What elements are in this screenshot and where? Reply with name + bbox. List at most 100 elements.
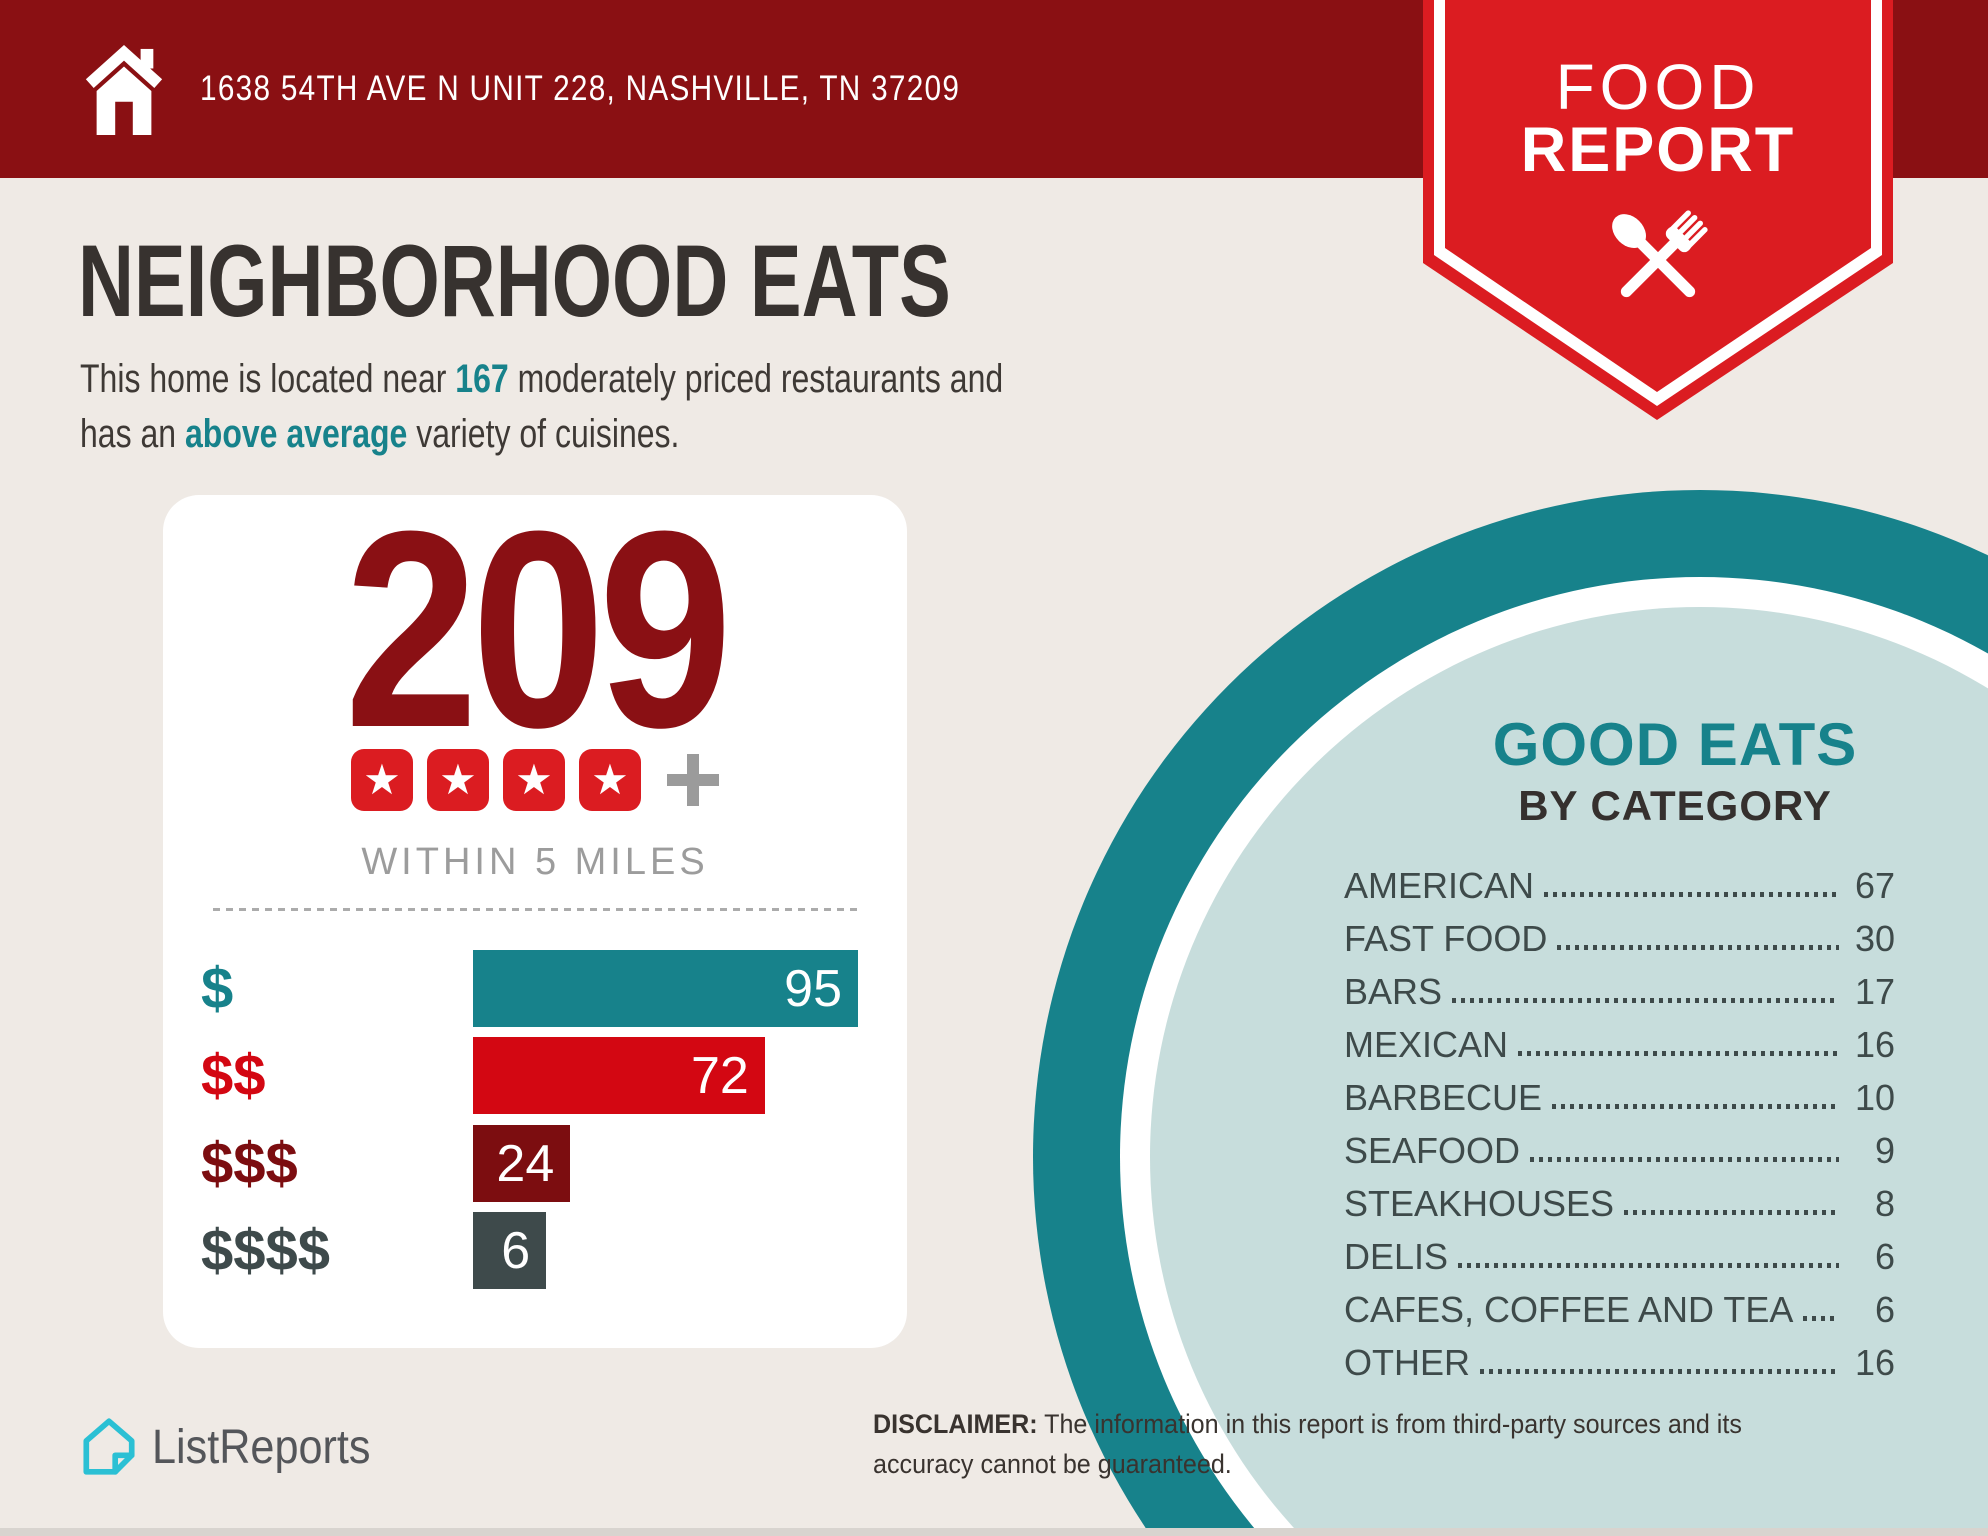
price-bar-row: $$$$ 6 [163, 1212, 907, 1289]
price-bar-row: $$ 72 [163, 1037, 907, 1114]
disclaimer-label: DISCLAIMER: [873, 1409, 1038, 1439]
listreports-brand-name: ListReports [152, 1421, 371, 1474]
category-label: BARBECUE [1344, 1077, 1543, 1118]
price-bar: 24 [473, 1125, 571, 1202]
star-icon: ★ [351, 749, 413, 811]
price-bar: 72 [473, 1037, 765, 1114]
category-row: BARBECUE 10 [1344, 1068, 1895, 1121]
property-address: 1638 54TH AVE N UNIT 228, NASHVILLE, TN … [200, 69, 961, 108]
category-value: 6 [1874, 1289, 1895, 1330]
plus-icon [667, 754, 719, 806]
category-label: MEXICAN [1344, 1024, 1509, 1065]
disclaimer-text1: The information in this report is from t… [1037, 1409, 1742, 1439]
dotted-leader [1518, 1051, 1839, 1056]
restaurant-count: 167 [455, 357, 509, 401]
variety-highlight: above average [184, 412, 408, 456]
disclaimer-text2: accuracy cannot be guaranteed. [873, 1449, 1232, 1479]
intro-line1-text: This home is located near [80, 357, 456, 401]
dotted-leader [1452, 998, 1839, 1003]
intro-line2: has an above average variety of cuisines… [80, 407, 1003, 462]
dotted-leader [1544, 892, 1839, 897]
page-title: NEIGHBORHOOD EATS [78, 224, 951, 338]
price-bar: 6 [473, 1212, 547, 1289]
intro-line2-text: has an [80, 412, 185, 456]
category-label: OTHER [1344, 1342, 1470, 1383]
dotted-leader [1480, 1369, 1839, 1374]
star-glyph: ★ [439, 756, 477, 803]
category-value: 9 [1874, 1130, 1895, 1171]
bar-value: 72 [690, 1046, 749, 1105]
category-value: 17 [1854, 971, 1895, 1012]
price-bar-row: $$$ 24 [163, 1125, 907, 1202]
category-row: CAFES, COFFEE AND TEA 6 [1344, 1280, 1895, 1333]
price-level-label: $$$ [201, 1131, 298, 1196]
stats-card: 209 ★ ★ ★ ★ WITHIN 5 MILES $ 95 $$ 72 $$… [163, 474, 907, 1348]
bar-track: 24 [473, 1125, 858, 1202]
dotted-leader [1530, 1157, 1839, 1162]
price-level-label: $ [201, 956, 234, 1021]
category-value: 30 [1854, 918, 1895, 959]
intro-line1-tail: moderately priced restaurants and [508, 357, 1004, 401]
crossed-spoon-fork-icon [1612, 210, 1708, 298]
disclaimer: DISCLAIMER: The information in this repo… [873, 1404, 1742, 1484]
category-value: 16 [1854, 1342, 1895, 1383]
category-label: AMERICAN [1344, 865, 1535, 906]
dotted-leader [1552, 1104, 1839, 1109]
category-row: BARS 17 [1344, 962, 1895, 1015]
bar-track: 72 [473, 1037, 858, 1114]
category-row: STEAKHOUSES 8 [1344, 1174, 1895, 1227]
category-row: AMERICAN 67 [1344, 856, 1895, 909]
category-row: OTHER 16 [1344, 1333, 1895, 1386]
category-row: SEAFOOD 9 [1344, 1121, 1895, 1174]
star-glyph: ★ [363, 756, 401, 803]
category-panel-title: GOOD EATS [1492, 711, 1858, 778]
price-level-label: $$ [201, 1043, 266, 1108]
star-icon: ★ [579, 749, 641, 811]
disclaimer-line1: DISCLAIMER: The information in this repo… [873, 1404, 1742, 1444]
bar-value: 24 [496, 1134, 555, 1193]
bar-track: 95 [473, 950, 858, 1027]
category-value: 67 [1854, 865, 1895, 906]
listreports-logo-icon [83, 1418, 135, 1475]
category-label: SEAFOOD [1344, 1130, 1521, 1171]
category-label: CAFES, COFFEE AND TEA [1344, 1289, 1794, 1330]
total-restaurant-count: 209 [344, 474, 732, 786]
ribbon-title-line1: FOOD [1555, 51, 1761, 123]
radius-label: WITHIN 5 MILES [361, 841, 709, 883]
bar-value: 6 [501, 1221, 531, 1280]
intro-line2-tail: variety of cuisines. [407, 412, 680, 456]
category-label: DELIS [1344, 1236, 1449, 1277]
ribbon-title-line2: REPORT [1520, 115, 1796, 185]
dashed-divider [213, 908, 857, 911]
star-glyph: ★ [515, 756, 553, 803]
bottom-edge-strip [0, 1528, 1988, 1536]
dotted-leader [1624, 1210, 1839, 1215]
rating-stars: ★ ★ ★ ★ [163, 747, 907, 813]
category-value: 6 [1874, 1236, 1895, 1277]
intro-line1: This home is located near 167 moderately… [80, 352, 1003, 407]
category-list: AMERICAN 67 FAST FOOD 30 BARS 17 MEXICAN 16 … [1344, 856, 1895, 1386]
food-report-ribbon [1423, 0, 1893, 420]
dotted-leader [1803, 1316, 1839, 1321]
category-row: FAST FOOD 30 [1344, 909, 1895, 962]
category-value: 16 [1854, 1024, 1895, 1065]
bar-value: 95 [784, 959, 842, 1018]
category-label: BARS [1344, 971, 1443, 1012]
intro-sentence: This home is located near 167 moderately… [80, 352, 1003, 462]
star-glyph: ★ [591, 756, 629, 803]
category-label: FAST FOOD [1344, 918, 1548, 959]
star-icon: ★ [427, 749, 489, 811]
category-panel-subtitle: BY CATEGORY [1518, 782, 1832, 829]
category-row: MEXICAN 16 [1344, 1015, 1895, 1068]
category-value: 10 [1854, 1077, 1895, 1118]
dotted-leader [1557, 945, 1839, 950]
category-label: STEAKHOUSES [1344, 1183, 1615, 1224]
category-value: 8 [1874, 1183, 1895, 1224]
bar-track: 6 [473, 1212, 858, 1289]
home-icon [85, 45, 163, 135]
dotted-leader [1458, 1263, 1839, 1268]
price-bar: 95 [473, 950, 858, 1027]
price-bar-row: $ 95 [163, 950, 907, 1027]
category-row: DELIS 6 [1344, 1227, 1895, 1280]
